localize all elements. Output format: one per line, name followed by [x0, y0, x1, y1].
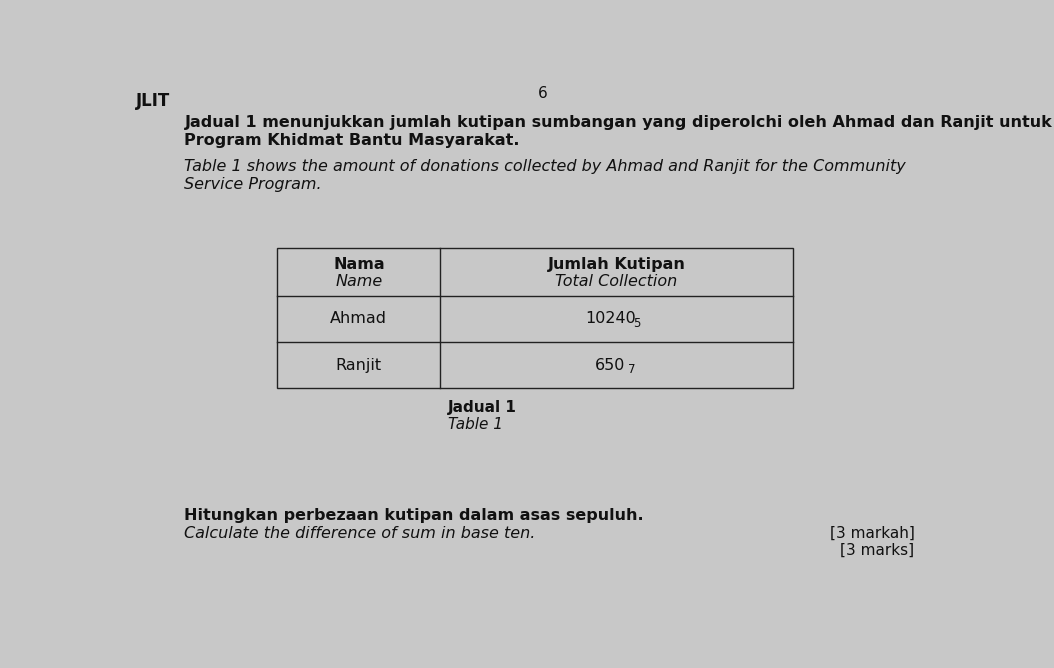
Text: Table 1 shows the amount of donations collected by Ahmad and Ranjit for the Comm: Table 1 shows the amount of donations co…	[184, 159, 906, 174]
Text: Name: Name	[335, 274, 383, 289]
Text: Ahmad: Ahmad	[330, 311, 387, 327]
Text: 7: 7	[628, 363, 636, 376]
Text: 650: 650	[596, 357, 625, 373]
Text: Nama: Nama	[333, 257, 385, 273]
Text: Table 1: Table 1	[448, 418, 503, 432]
Text: Jadual 1: Jadual 1	[448, 401, 516, 415]
Text: Hitungkan perbezaan kutipan dalam asas sepuluh.: Hitungkan perbezaan kutipan dalam asas s…	[184, 508, 644, 522]
Text: Service Program.: Service Program.	[184, 177, 323, 192]
Text: Ranjit: Ranjit	[336, 357, 382, 373]
Text: 5: 5	[633, 317, 641, 330]
Bar	[277, 248, 793, 388]
Text: Jumlah Kutipan: Jumlah Kutipan	[548, 257, 685, 273]
Text: Jadual 1 menunjukkan jumlah kutipan sumbangan yang diperolchi oleh Ahmad dan Ran: Jadual 1 menunjukkan jumlah kutipan sumb…	[184, 115, 1052, 130]
Text: JLIT: JLIT	[136, 92, 171, 110]
Text: [3 markah]: [3 markah]	[829, 526, 915, 541]
Text: Calculate the difference of sum in base ten.: Calculate the difference of sum in base …	[184, 526, 535, 541]
Text: [3 marks]: [3 marks]	[840, 543, 915, 558]
Text: Program Khidmat Bantu Masyarakat.: Program Khidmat Bantu Masyarakat.	[184, 132, 520, 148]
Text: 10240: 10240	[585, 311, 636, 327]
Text: Total Collection: Total Collection	[555, 274, 678, 289]
Text: 6: 6	[538, 86, 547, 102]
